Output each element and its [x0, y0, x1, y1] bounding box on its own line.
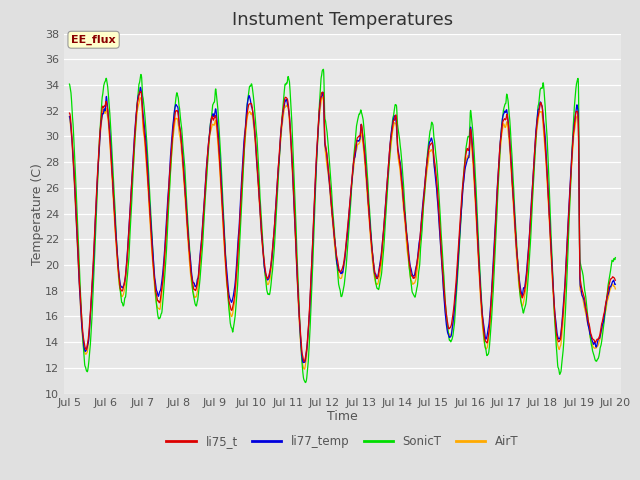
- Legend: li75_t, li77_temp, SonicT, AirT: li75_t, li77_temp, SonicT, AirT: [162, 430, 523, 453]
- Y-axis label: Temperature (C): Temperature (C): [31, 163, 44, 264]
- X-axis label: Time: Time: [327, 410, 358, 423]
- Title: Instument Temperatures: Instument Temperatures: [232, 11, 453, 29]
- Text: EE_flux: EE_flux: [71, 35, 116, 45]
